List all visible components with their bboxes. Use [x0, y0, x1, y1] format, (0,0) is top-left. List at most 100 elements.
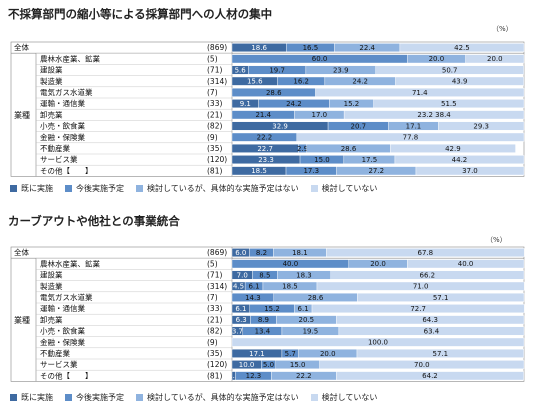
c1-bar-segment [315, 87, 525, 97]
c2-bar-segment [316, 281, 525, 291]
c1-count-label: (314) [207, 77, 227, 86]
legend2-swatch-0 [10, 394, 17, 401]
c2-bar-segment [336, 371, 524, 381]
c1-bar-segment [343, 110, 525, 120]
c2-count-label: (81) [207, 371, 222, 380]
chart2-legend: 既に実施 今後実施予定 検討しているが、具体的な実施予定はない 検討していない [10, 392, 389, 403]
legend2-swatch-2 [136, 394, 143, 401]
c1-data-label: 24.2 [286, 100, 302, 108]
c2-data-label: 13.4 [255, 327, 271, 335]
legend1-swatch-2 [136, 185, 143, 192]
c1-data-label: 22.4 [359, 44, 375, 52]
c2-data-label: 1.2 [228, 372, 239, 380]
c2-data-label: 100.0 [368, 339, 388, 347]
c2-data-label: 6.1 [235, 305, 246, 313]
c1-data-label: 29.3 [473, 122, 489, 130]
c2-count-label: (33) [207, 304, 222, 313]
c1-data-label: 2.9 [297, 145, 308, 153]
c1-data-label: 17.0 [312, 111, 328, 119]
c1-category-label: 農林水産業、鉱業 [40, 53, 100, 63]
c1-data-label: 60.0 [312, 55, 328, 63]
legend1-swatch-3 [310, 185, 318, 192]
c1-data-label: 19.7 [269, 66, 285, 74]
c1-data-label: 28.6 [266, 89, 282, 97]
c1-table-frame [10, 41, 525, 177]
c2-data-label: 66.2 [420, 271, 436, 279]
c1-data-label: 21.4 [255, 111, 271, 119]
c1-count-label: (33) [207, 99, 222, 108]
c1-data-label: 18.5 [251, 167, 267, 175]
legend1-item-2: 検討しているが、具体的な実施予定はない [136, 183, 299, 194]
c1-count-label: (9) [207, 133, 218, 142]
c1-data-label: 17.3 [303, 167, 319, 175]
c2-count-label: (35) [207, 349, 222, 358]
c2-bar-segment [336, 315, 525, 325]
c2-count-label: (120) [207, 360, 227, 369]
c1-data-label: 23.3 [258, 156, 274, 164]
c2-data-label: 63.4 [424, 327, 440, 335]
c1-data-label: 43.9 [452, 78, 468, 86]
c2-count-label: (314) [207, 282, 227, 291]
c2-data-label: 15.0 [290, 361, 306, 369]
c2-data-label: 5.0 [263, 361, 274, 369]
chart1-title: 不採算部門の縮小等による採算部門への人材の集中 [8, 7, 273, 21]
c2-data-label: 6.3 [236, 316, 247, 324]
c1-data-label: 23.2 38.4 [417, 111, 451, 119]
legend1-swatch-1 [65, 185, 72, 192]
c1-count-label: (7) [207, 88, 218, 97]
legend1-item-3: 検討していない [310, 183, 378, 194]
c1-data-label: 9.1 [240, 100, 251, 108]
c2-category-label: 建設業 [40, 270, 63, 280]
legend2-item-0: 既に実施 [10, 392, 53, 403]
c2-bar-segment [407, 259, 525, 269]
legend2-label-0: 既に実施 [21, 393, 53, 402]
c2-data-label: 20.0 [370, 260, 386, 268]
legend1-label-3: 検討していない [321, 184, 378, 193]
c1-data-label: 50.7 [442, 66, 458, 74]
c2-data-label: 3.7 [232, 327, 243, 335]
c1-data-label: 20.0 [429, 55, 445, 63]
c2-data-label: 70.0 [414, 361, 430, 369]
c2-data-label: 40.0 [458, 260, 474, 268]
chart1-pct-unit: （%） [492, 25, 513, 33]
legend2-label-1: 今後実施予定 [76, 393, 124, 402]
c2-data-label: 18.5 [282, 283, 298, 291]
c2-data-label: 5.7 [285, 350, 296, 358]
c1-data-label: 51.5 [441, 100, 457, 108]
c2-data-label: 71.0 [413, 283, 429, 291]
c2-data-label: 20.5 [299, 316, 315, 324]
c2-data-label: 57.1 [433, 294, 449, 302]
c1-data-label: 20.0 [487, 55, 503, 63]
c1-bar-segment [394, 155, 525, 164]
legend1-swatch-0 [10, 185, 17, 192]
c1-data-label: 24.2 [352, 78, 368, 86]
legend2-item-2: 検討しているが、具体的な実施予定はない [136, 392, 299, 403]
c1-category-label: 全体 [14, 42, 29, 52]
c2-data-label: 15.2 [264, 305, 280, 313]
c2-data-label: 7.0 [237, 271, 248, 279]
c2-data-label: 19.5 [303, 327, 319, 335]
c2-count-label: (869) [207, 248, 227, 257]
c1-category-label: その他【 】 [40, 165, 93, 175]
c1-data-label: 18.6 [251, 44, 267, 52]
c1-data-label: 15.0 [314, 156, 330, 164]
c2-data-label: 6.1 [298, 305, 309, 313]
c2-bar-segment [326, 248, 525, 257]
c2-data-label: 72.7 [410, 305, 426, 313]
c2-data-label: 18.1 [292, 249, 308, 257]
c1-category-label: 金融・保険業 [40, 132, 85, 142]
c1-bar-segment [395, 76, 524, 86]
c1-bar-segment [390, 143, 516, 153]
c1-data-label: 42.5 [454, 44, 470, 52]
c1-data-label: 17.5 [362, 156, 378, 164]
c2-bar-segment [231, 337, 525, 347]
c2-bar-segment [356, 349, 524, 358]
c2-data-label: 8.5 [259, 271, 270, 279]
c2-category-label: 金融・保険業 [40, 337, 85, 347]
c1-bar-segment [375, 65, 524, 75]
c2-data-label: 14.3 [245, 294, 261, 302]
c1-count-label: (35) [207, 144, 222, 153]
legend1-label-1: 今後実施予定 [76, 184, 124, 193]
c1-data-label: 5.6 [235, 66, 247, 74]
c1-count-label: (869) [207, 43, 227, 52]
